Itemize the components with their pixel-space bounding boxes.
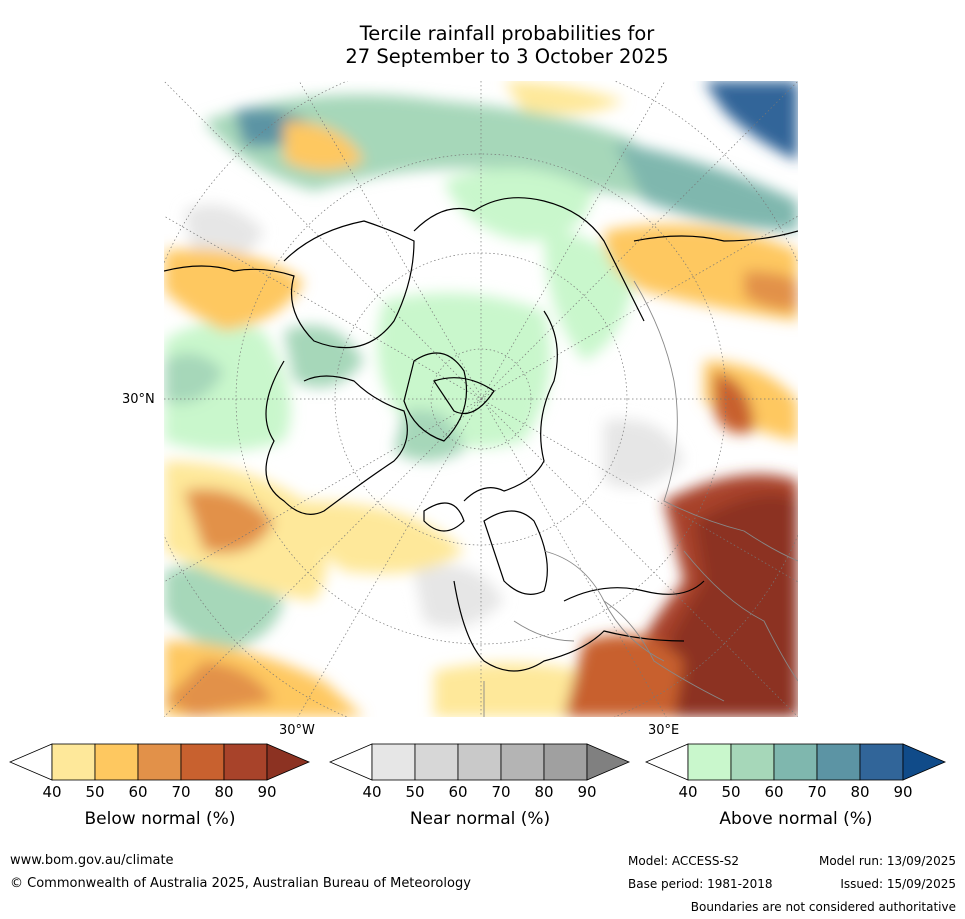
- above-tick-label: 40: [678, 783, 698, 801]
- near-tick-label: 80: [534, 783, 554, 801]
- above-colorbar-low-extend: [645, 743, 689, 781]
- website-text: www.bom.gov.au/climate: [10, 853, 174, 868]
- below-tick-label: 80: [214, 783, 234, 801]
- issued-text: Issued: 15/09/2025: [840, 877, 956, 891]
- title-line-2: 27 September to 3 October 2025: [345, 45, 669, 68]
- near-normal-label: Near normal (%): [409, 809, 551, 829]
- below-tick-label: 40: [42, 783, 62, 801]
- above-tick-label: 80: [850, 783, 870, 801]
- longitude-label-30e: 30°E: [648, 723, 680, 738]
- near-tick-label: 60: [448, 783, 468, 801]
- below-colorbar-high-extend: [266, 743, 311, 781]
- below-tick-label: 90: [257, 783, 277, 801]
- below-normal-colorbar: [9, 743, 311, 781]
- near-normal-colorbar: [329, 743, 631, 781]
- above-normal-colorbar: [645, 743, 947, 781]
- near-tick-label: 50: [405, 783, 425, 801]
- above-tick-label: 60: [764, 783, 784, 801]
- tercile-rainfall-map: [164, 81, 798, 717]
- above-normal-label: Above normal (%): [719, 809, 873, 829]
- below-tick-label: 60: [128, 783, 148, 801]
- near-colorbar-segment: [414, 743, 459, 781]
- above-colorbar-high-extend: [902, 743, 947, 781]
- probability-field: [164, 81, 798, 717]
- graticule: [164, 81, 798, 717]
- above-tick-label: 70: [807, 783, 827, 801]
- base-period-text: Base period: 1981-2018: [628, 877, 773, 891]
- below-tick-label: 50: [85, 783, 105, 801]
- below-colorbar-segment: [51, 743, 96, 781]
- above-colorbar-segment: [816, 743, 861, 781]
- below-tick-label: 70: [171, 783, 191, 801]
- below-colorbar-segment: [180, 743, 225, 781]
- below-colorbar-segment: [137, 743, 182, 781]
- near-tick-label: 40: [362, 783, 382, 801]
- near-tick-label: 90: [577, 783, 597, 801]
- above-colorbar-segment: [773, 743, 818, 781]
- model-run-text: Model run: 13/09/2025: [818, 854, 956, 868]
- near-colorbar-segment: [543, 743, 588, 781]
- below-normal-label: Below normal (%): [84, 809, 236, 829]
- below-colorbar-segment: [223, 743, 268, 781]
- near-colorbar-segment: [371, 743, 416, 781]
- near-tick-label: 70: [491, 783, 511, 801]
- longitude-label-30w: 30°W: [279, 723, 315, 738]
- disclaimer-text: Boundaries are not considered authoritat…: [690, 900, 956, 914]
- near-colorbar-segment: [500, 743, 545, 781]
- below-colorbar-low-extend: [9, 743, 53, 781]
- near-colorbar-high-extend: [586, 743, 631, 781]
- below-colorbar-segment: [94, 743, 139, 781]
- model-text: Model: ACCESS-S2: [628, 854, 740, 868]
- title-line-1: Tercile rainfall probabilities for: [359, 22, 655, 45]
- near-colorbar-low-extend: [329, 743, 373, 781]
- coastlines: [164, 197, 798, 672]
- above-colorbar-segment: [730, 743, 775, 781]
- above-tick-label: 90: [893, 783, 913, 801]
- copyright-text: © Commonwealth of Australia 2025, Austra…: [10, 876, 471, 891]
- latitude-label-30n: 30°N: [122, 392, 155, 407]
- near-colorbar-segment: [457, 743, 502, 781]
- above-tick-label: 50: [721, 783, 741, 801]
- above-colorbar-segment: [859, 743, 904, 781]
- map-title: Tercile rainfall probabilities for 27 Se…: [0, 22, 965, 68]
- country-borders: [483, 280, 798, 717]
- above-colorbar-segment: [687, 743, 732, 781]
